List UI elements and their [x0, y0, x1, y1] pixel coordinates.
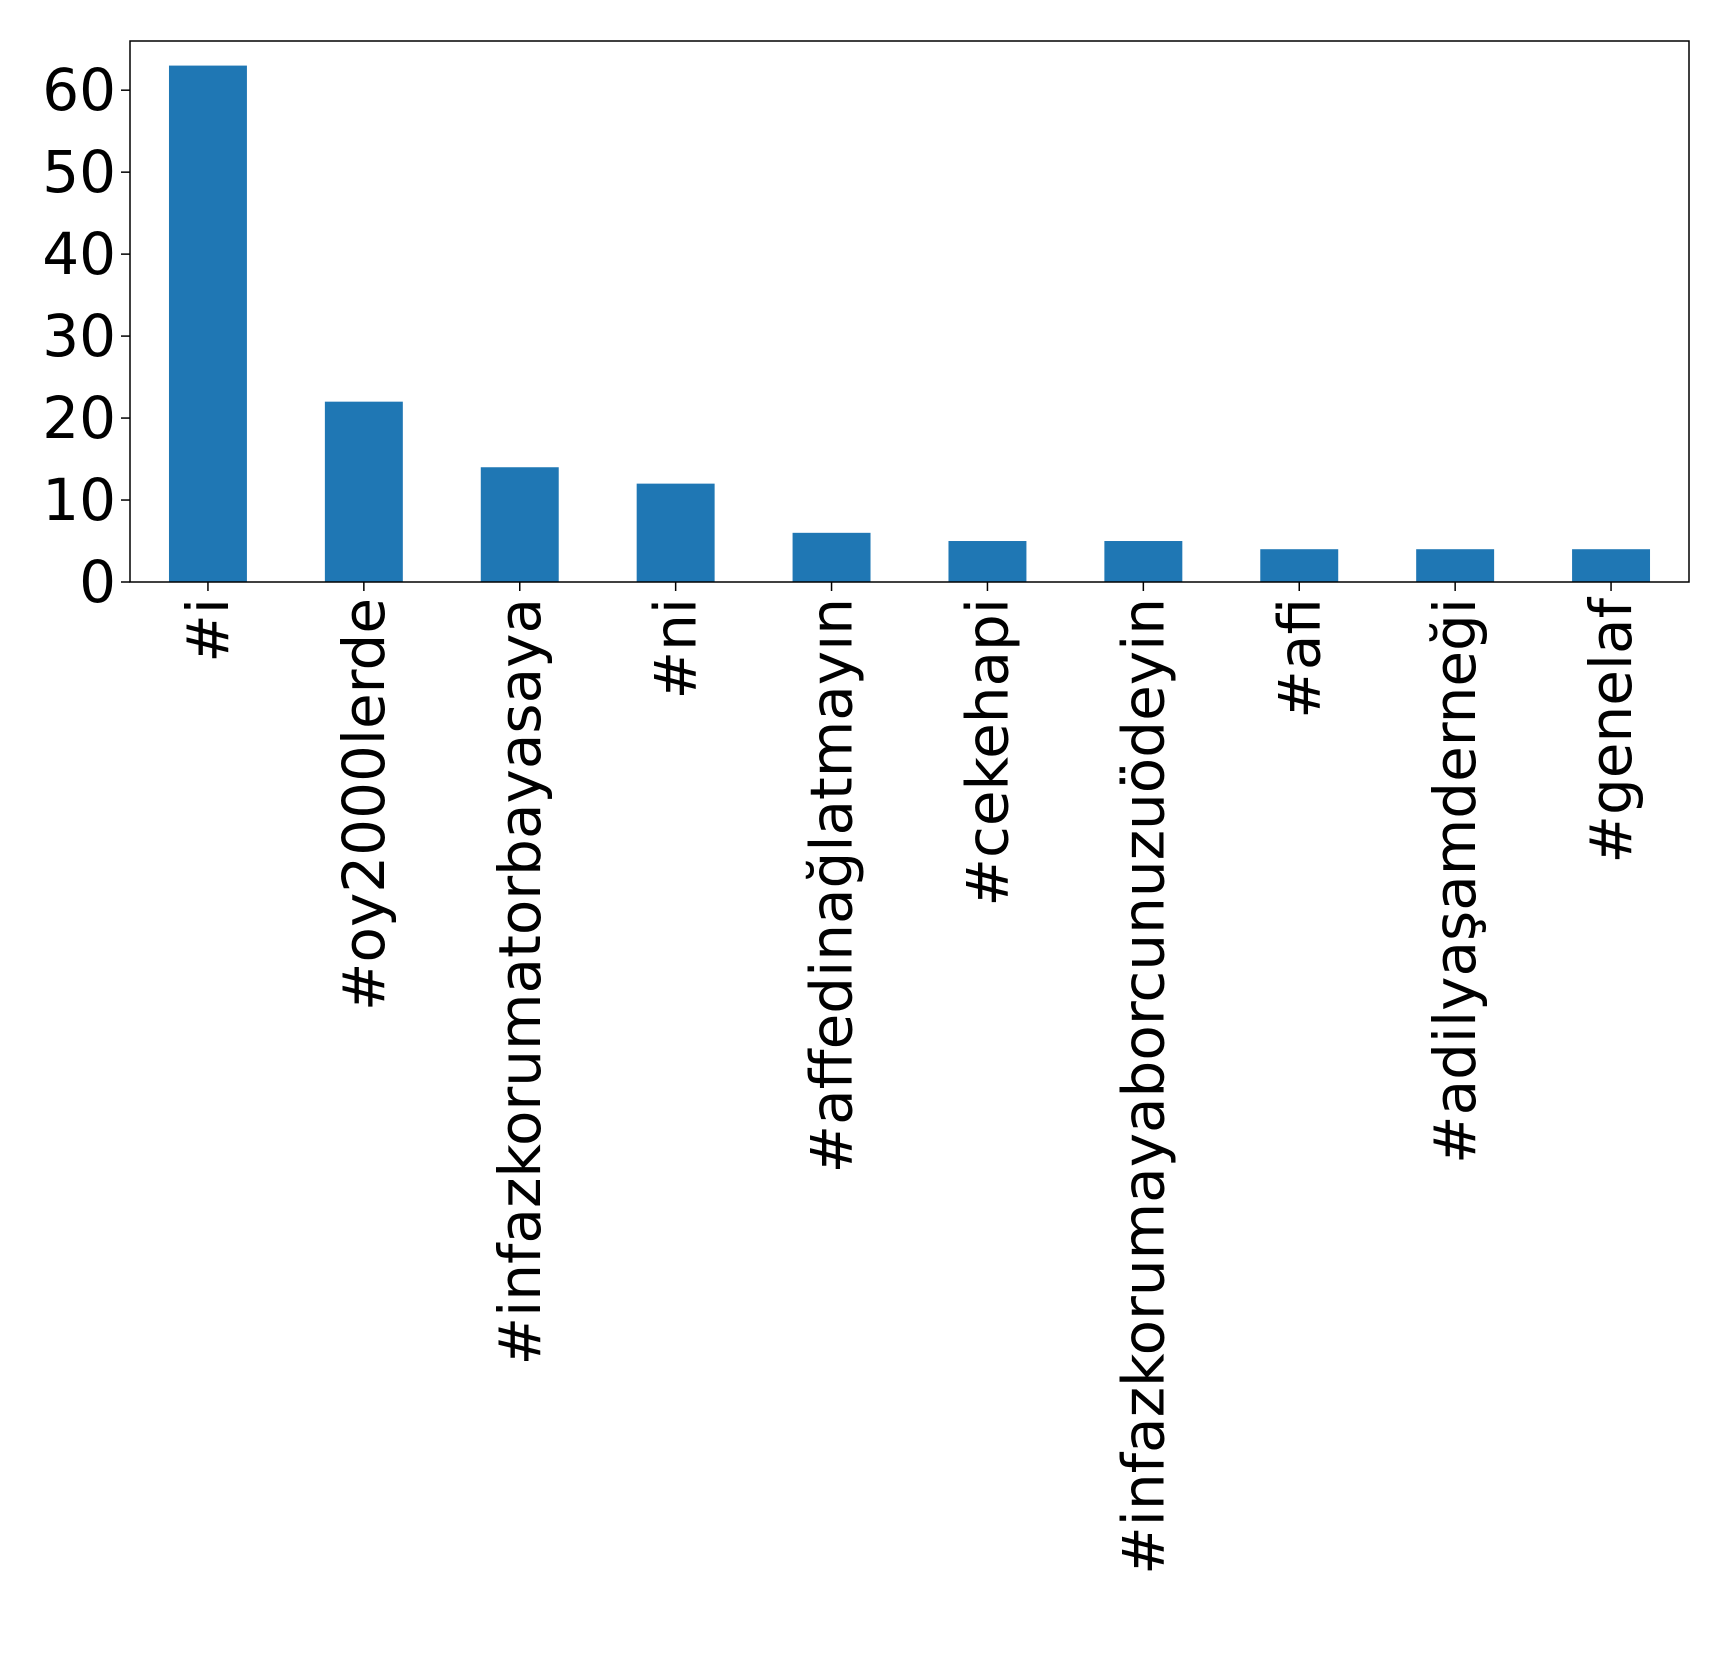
bar: [636, 483, 715, 582]
y-tick-label: 10: [42, 466, 116, 534]
x-tick-label: #infazkorumayaborcunuzuödeyin: [1109, 598, 1177, 1575]
y-tick-label: 30: [42, 302, 116, 370]
bar: [480, 467, 559, 582]
y-tick-label: 40: [42, 220, 116, 288]
y-tick-label: 0: [79, 548, 116, 616]
x-tick-label: #adilyaşamderneği: [1421, 598, 1489, 1164]
x-tick-label: #i: [174, 598, 242, 663]
bar: [1104, 541, 1183, 582]
bar: [324, 401, 403, 582]
y-tick-label: 20: [42, 384, 116, 452]
x-tick-label: #genelaf: [1577, 596, 1645, 863]
y-tick-label: 60: [42, 56, 116, 124]
bar: [168, 65, 247, 582]
y-tick-label: 50: [42, 138, 116, 206]
x-tick-label: #affedinağlatmayın: [798, 598, 866, 1173]
bar: [1416, 549, 1495, 582]
bar: [792, 532, 871, 582]
bars-layer: [168, 65, 1651, 582]
y-axis-ticks: 0 10 20 30 40 50 60: [42, 56, 130, 616]
bar: [1572, 549, 1651, 582]
plot-frame: [129, 40, 1690, 583]
x-tick-label: #cekehapi: [953, 598, 1021, 907]
x-tick-label: #oy2000lerde: [330, 598, 398, 1011]
bar: [1260, 549, 1339, 582]
x-tick-label: #infazkorumatorbayasaya: [486, 598, 554, 1365]
x-tick-label: #afi: [1265, 598, 1333, 719]
bar: [948, 541, 1027, 582]
x-tick-label: #ni: [642, 598, 710, 699]
x-axis-ticks: #i #oy2000lerde #infazkorumatorbayasaya #ni…: [174, 582, 1645, 1575]
